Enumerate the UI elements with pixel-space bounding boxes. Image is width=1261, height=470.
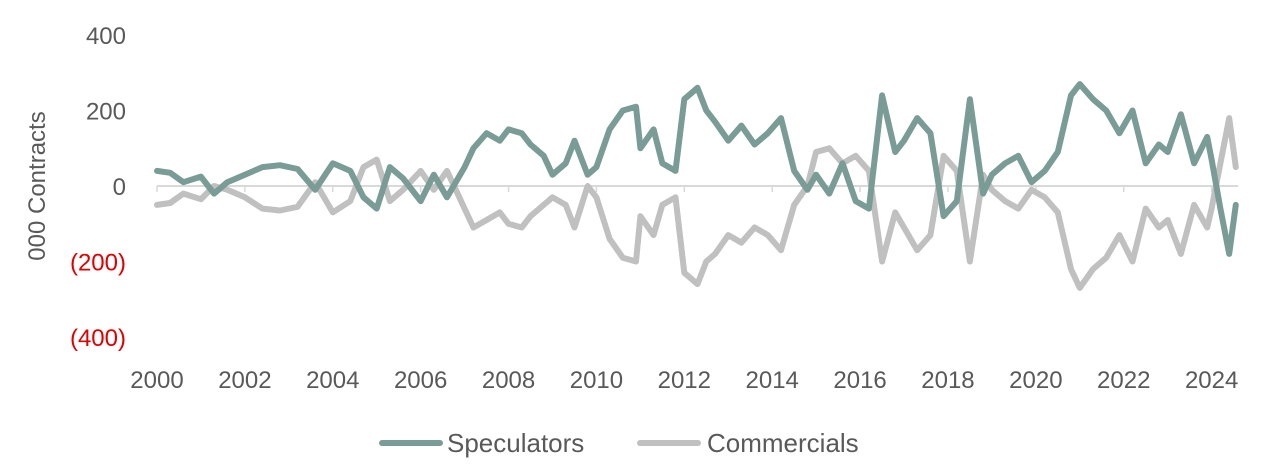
x-tick-label: 2016 (833, 367, 886, 394)
series-line-speculators (154, 81, 1239, 257)
x-tick-label: 2020 (1009, 367, 1062, 394)
x-tick-label: 2000 (130, 367, 183, 394)
x-tick-label: 2006 (394, 367, 447, 394)
x-tick-label: 2008 (482, 367, 535, 394)
x-tick-label: 2002 (218, 367, 271, 394)
x-tick-label: 2014 (746, 367, 799, 394)
x-tick-label: 2024 (1185, 367, 1238, 394)
y-tick-label: 400 (86, 23, 126, 50)
y-tick-label: 200 (86, 99, 126, 126)
y-tick-label: (200) (70, 250, 126, 277)
y-axis: 400 200 0 (200) (400) (70, 23, 126, 352)
y-tick-label: (400) (70, 325, 126, 352)
x-tick-label: 2018 (921, 367, 974, 394)
x-tick-label: 2022 (1097, 367, 1150, 394)
legend: Speculators Commercials (379, 428, 859, 458)
x-tick-label: 2012 (658, 367, 711, 394)
legend-label: Commercials (707, 428, 859, 458)
series-line-commercials (154, 115, 1239, 291)
x-tick-label: 2010 (570, 367, 623, 394)
y-tick-label: 0 (113, 174, 126, 201)
series-layer (154, 81, 1239, 291)
x-axis: 2000 2002 2004 2006 2008 2010 2012 2014 2016 2018… (130, 186, 1238, 394)
y-axis-title: 000 Contracts (24, 111, 51, 260)
legend-label: Speculators (447, 428, 584, 458)
x-tick-label: 2004 (306, 367, 359, 394)
